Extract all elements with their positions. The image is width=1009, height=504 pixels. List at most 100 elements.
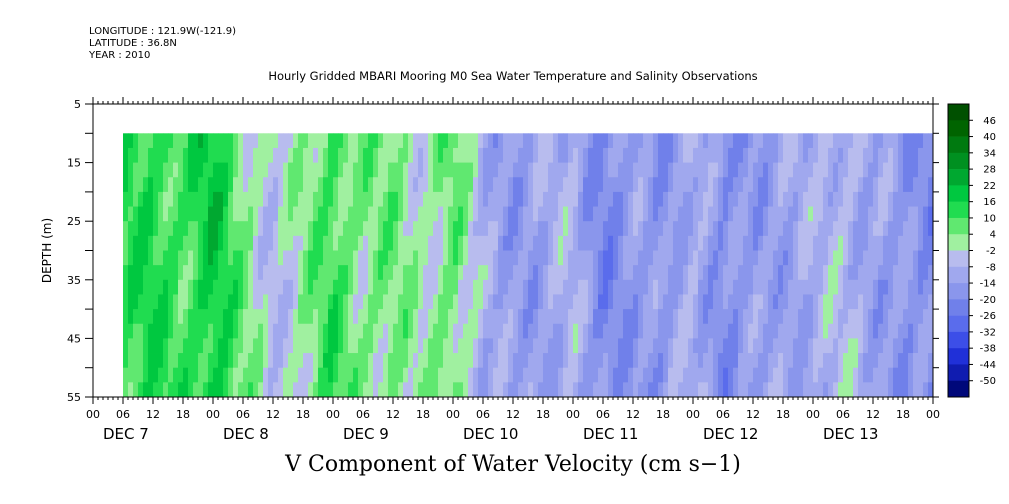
heatmap-cell (238, 221, 244, 237)
heatmap-cell (908, 353, 914, 369)
heatmap-cell (223, 323, 229, 339)
heatmap-cell (208, 191, 214, 207)
heatmap-cell (163, 279, 169, 295)
heatmap-cell (268, 279, 274, 295)
heatmap-cell (303, 162, 309, 178)
heatmap-cell (638, 133, 644, 149)
heatmap-cell (248, 265, 254, 281)
heatmap-cell (498, 265, 504, 281)
heatmap-cell (358, 294, 364, 310)
heatmap-cell (258, 338, 264, 354)
heatmap-cell (863, 147, 869, 163)
heatmap-cell (508, 147, 514, 163)
heatmap-cell (533, 162, 539, 178)
heatmap-cell (523, 235, 529, 251)
heatmap-cell (133, 235, 139, 251)
heatmap-cell (743, 133, 749, 149)
heatmap-cell (708, 221, 714, 237)
heatmap-cell (168, 191, 174, 207)
heatmap-cell (483, 235, 489, 251)
heatmap-cell (393, 353, 399, 369)
heatmap-cell (873, 309, 879, 325)
heatmap-cell (448, 162, 454, 178)
heatmap-cell (618, 367, 624, 383)
heatmap-cell (643, 147, 649, 163)
heatmap-cell (413, 235, 419, 251)
heatmap-cell (403, 382, 409, 398)
heatmap-cell (393, 191, 399, 207)
heatmap-cell (428, 323, 434, 339)
heatmap-cell (593, 338, 599, 354)
heatmap-cell (368, 147, 374, 163)
heatmap-cell (888, 265, 894, 281)
heatmap-cell (488, 133, 494, 149)
heatmap-cell (388, 235, 394, 251)
heatmap-cell (913, 323, 919, 339)
heatmap-cell (713, 279, 719, 295)
heatmap-cell (533, 133, 539, 149)
heatmap-cell (758, 309, 764, 325)
heatmap-cell (773, 265, 779, 281)
heatmap-cell (833, 147, 839, 163)
heatmap-cell (438, 235, 444, 251)
heatmap-cell (808, 221, 814, 237)
heatmap-cell (438, 353, 444, 369)
heatmap-cell (453, 133, 459, 149)
heatmap-cell (758, 221, 764, 237)
heatmap-cell (728, 338, 734, 354)
heatmap-cell (538, 133, 544, 149)
heatmap-cell (568, 265, 574, 281)
heatmap-cell (218, 250, 224, 266)
heatmap-cell (853, 133, 859, 149)
heatmap-cell (248, 382, 254, 398)
heatmap-cell (153, 147, 159, 163)
heatmap-cell (523, 250, 529, 266)
heatmap-cell (288, 235, 294, 251)
heatmap-cell (133, 309, 139, 325)
heatmap-cell (278, 309, 284, 325)
heatmap-cell (178, 147, 184, 163)
heatmap-cell (773, 294, 779, 310)
heatmap-cell (718, 133, 724, 149)
heatmap-cell (293, 162, 299, 178)
heatmap-cell (853, 206, 859, 222)
heatmap-cell (148, 353, 154, 369)
heatmap-cell (878, 235, 884, 251)
heatmap-cell (358, 221, 364, 237)
heatmap-cell (383, 294, 389, 310)
heatmap-cell (518, 177, 524, 193)
heatmap-cell (233, 133, 239, 149)
heatmap-cell (903, 279, 909, 295)
heatmap-cell (493, 323, 499, 339)
heatmap-cell (858, 206, 864, 222)
heatmap-cell (853, 191, 859, 207)
heatmap-cell (803, 133, 809, 149)
heatmap-cell (868, 162, 874, 178)
heatmap-cell (498, 367, 504, 383)
heatmap-cell (253, 250, 259, 266)
heatmap-cell (568, 367, 574, 383)
heatmap-cell (738, 338, 744, 354)
heatmap-cell (353, 279, 359, 295)
heatmap-cell (673, 309, 679, 325)
heatmap-cell (733, 279, 739, 295)
heatmap-cell (598, 367, 604, 383)
heatmap-cell (498, 279, 504, 295)
heatmap-cell (158, 279, 164, 295)
heatmap-cell (858, 367, 864, 383)
heatmap-cell (393, 309, 399, 325)
heatmap-cell (378, 265, 384, 281)
heatmap-cell (383, 367, 389, 383)
heatmap-cell (138, 191, 144, 207)
colorbar-label: 22 (983, 181, 996, 192)
heatmap-cell (918, 353, 924, 369)
heatmap-cell (393, 147, 399, 163)
heatmap-cell (298, 235, 304, 251)
heatmap-cell (428, 235, 434, 251)
x-day-label: DEC 7 (103, 425, 149, 443)
heatmap-cell (858, 323, 864, 339)
y-tick-label: 35 (67, 274, 81, 287)
heatmap-cell (498, 382, 504, 398)
heatmap-cell (273, 338, 279, 354)
heatmap-cell (518, 206, 524, 222)
